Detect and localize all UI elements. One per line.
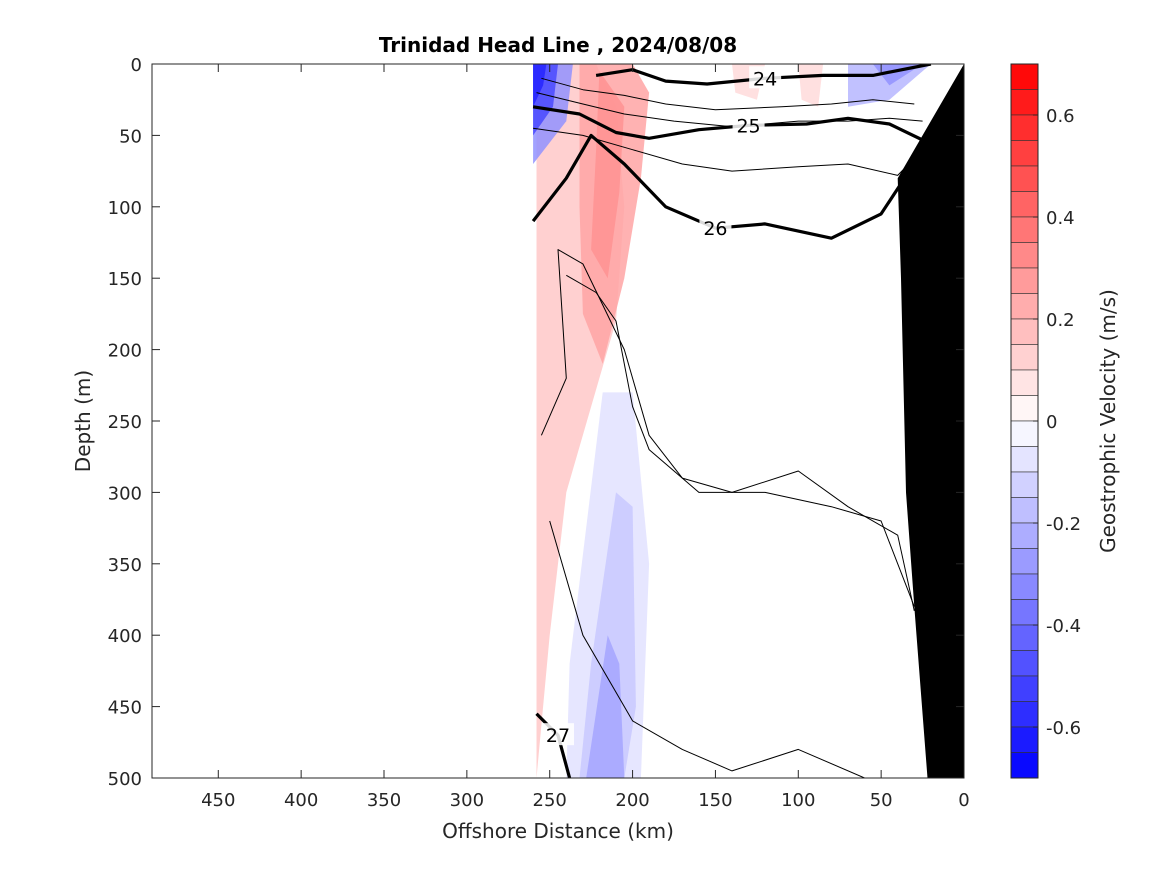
bottom-topography: [897, 64, 964, 778]
colorbar-swatch-16: [1010, 471, 1039, 498]
colorbar-tick-label-1: 0.4: [1046, 208, 1075, 229]
colorbar-swatch-8: [1010, 267, 1039, 294]
y-tick-label-1: 50: [119, 126, 142, 147]
isopycnal-label-bg-3: [732, 113, 765, 136]
colorbar-swatch-10: [1010, 318, 1039, 345]
x-tick-label-6: 150: [698, 790, 732, 811]
isopycnal-line-7: [566, 274, 915, 607]
colorbar-swatch-11: [1010, 344, 1039, 371]
colorbar-swatch-18: [1010, 522, 1039, 549]
chart-title: Trinidad Head Line , 2024/08/08: [379, 33, 737, 57]
plot-area: 24 25 26 27: [151, 63, 965, 779]
y-tick-label-7: 350: [108, 555, 142, 576]
colorbar-swatch-25: [1010, 701, 1039, 728]
y-tick-label-0: 0: [131, 55, 142, 76]
isopycnal-label-3: 25: [736, 115, 760, 137]
colorbar-swatch-20: [1010, 573, 1039, 600]
y-tick-label-6: 300: [108, 483, 142, 504]
colorbar: 0.6 0.4 0.2 0 -0.2 -0.4 -0.6 Geostrophic Veloc…: [1010, 63, 1120, 779]
isopycnal-label-0: 24: [753, 68, 777, 90]
colorbar-swatch-15: [1010, 446, 1039, 473]
y-tick-label-9: 450: [108, 698, 142, 719]
isopycnal-label-bg-8: [542, 723, 574, 746]
isopycnal-label-bg-0: [749, 66, 782, 89]
colorbar-swatch-1: [1010, 89, 1039, 116]
y-tick-label-2: 100: [108, 198, 142, 219]
isopycnal-line-0: [595, 64, 932, 86]
x-tick-label-1: 400: [284, 790, 318, 811]
velocity-region-12: [533, 64, 547, 107]
colorbar-swatch-27: [1010, 752, 1039, 779]
x-tick-label-2: 350: [367, 790, 401, 811]
x-tick-label-0: 450: [201, 790, 235, 811]
isopycnal-line-5: [531, 133, 933, 240]
x-axis: 450 400 350 300 250 200 150 100 50 0: [201, 64, 970, 811]
colorbar-swatch-14: [1010, 420, 1039, 447]
colorbar-tick-label-4: -0.2: [1046, 514, 1081, 535]
colorbar-swatch-4: [1010, 165, 1039, 192]
colorbar-label: Geostrophic Velocity (m/s): [1096, 289, 1120, 553]
y-tick-label-5: 250: [108, 412, 142, 433]
isopycnal-label-5: 26: [703, 218, 727, 240]
isopycnal-line-1: [541, 77, 915, 111]
y-tick-label-4: 200: [108, 341, 142, 362]
colorbar-swatch-7: [1010, 242, 1039, 269]
colorbar-tick-label-2: 0.2: [1046, 310, 1075, 331]
colorbar-swatch-5: [1010, 191, 1039, 218]
isopycnal-label-bg-5: [699, 216, 732, 239]
isopycnal-line-4: [533, 127, 923, 176]
colorbar-tick-label-3: 0: [1046, 412, 1057, 433]
colorbar-swatch-17: [1010, 497, 1039, 524]
x-tick-label-3: 300: [450, 790, 484, 811]
colorbar-swatch-9: [1010, 293, 1039, 320]
colorbar-tick-label-5: -0.4: [1046, 616, 1081, 637]
colorbar-swatch-0: [1010, 63, 1039, 90]
colorbar-swatch-6: [1010, 216, 1039, 243]
colorbar-tick-label-0: 0.6: [1046, 106, 1075, 127]
isopycnal-line-6: [540, 249, 915, 612]
isopycnal-contours: [531, 64, 933, 778]
colorbar-swatch-12: [1010, 369, 1039, 396]
colorbar-swatch-13: [1010, 395, 1039, 422]
y-tick-label-3: 150: [108, 269, 142, 290]
colorbar-tick-label-6: -0.6: [1046, 718, 1081, 739]
isopycnal-line-9: [549, 520, 898, 778]
isopycnal-label-8: 27: [546, 725, 570, 747]
y-axis-label: Depth (m): [71, 370, 95, 472]
x-tick-label-4: 250: [533, 790, 567, 811]
x-tick-label-8: 50: [870, 790, 893, 811]
colorbar-swatch-21: [1010, 599, 1039, 626]
colorbar-ticks: 0.6 0.4 0.2 0 -0.2 -0.4 -0.6: [1033, 106, 1081, 739]
colorbar-swatch-2: [1010, 114, 1039, 141]
velocity-region-7: [586, 635, 625, 778]
colorbar-swatch-22: [1010, 624, 1039, 651]
colorbar-swatch-3: [1010, 140, 1039, 167]
x-tick-label-7: 100: [781, 790, 815, 811]
y-axis: 0 50 100 150 200 250 300 350 400 450 500: [108, 55, 964, 790]
x-tick-label-9: 0: [958, 790, 969, 811]
y-tick-label-10: 500: [108, 769, 142, 790]
colorbar-swatch-23: [1010, 650, 1039, 677]
x-axis-label: Offshore Distance (km): [442, 819, 674, 843]
colorbar-swatch-24: [1010, 675, 1039, 702]
isopycnal-line-3: [532, 105, 932, 146]
colorbar-swatch-19: [1010, 548, 1039, 575]
isopycnal-labels: 24 25 26 27: [542, 66, 782, 747]
y-tick-label-8: 400: [108, 626, 142, 647]
colorbar-swatch-26: [1010, 726, 1039, 753]
bottom-topography-shape: [897, 64, 964, 778]
x-tick-label-5: 200: [615, 790, 649, 811]
